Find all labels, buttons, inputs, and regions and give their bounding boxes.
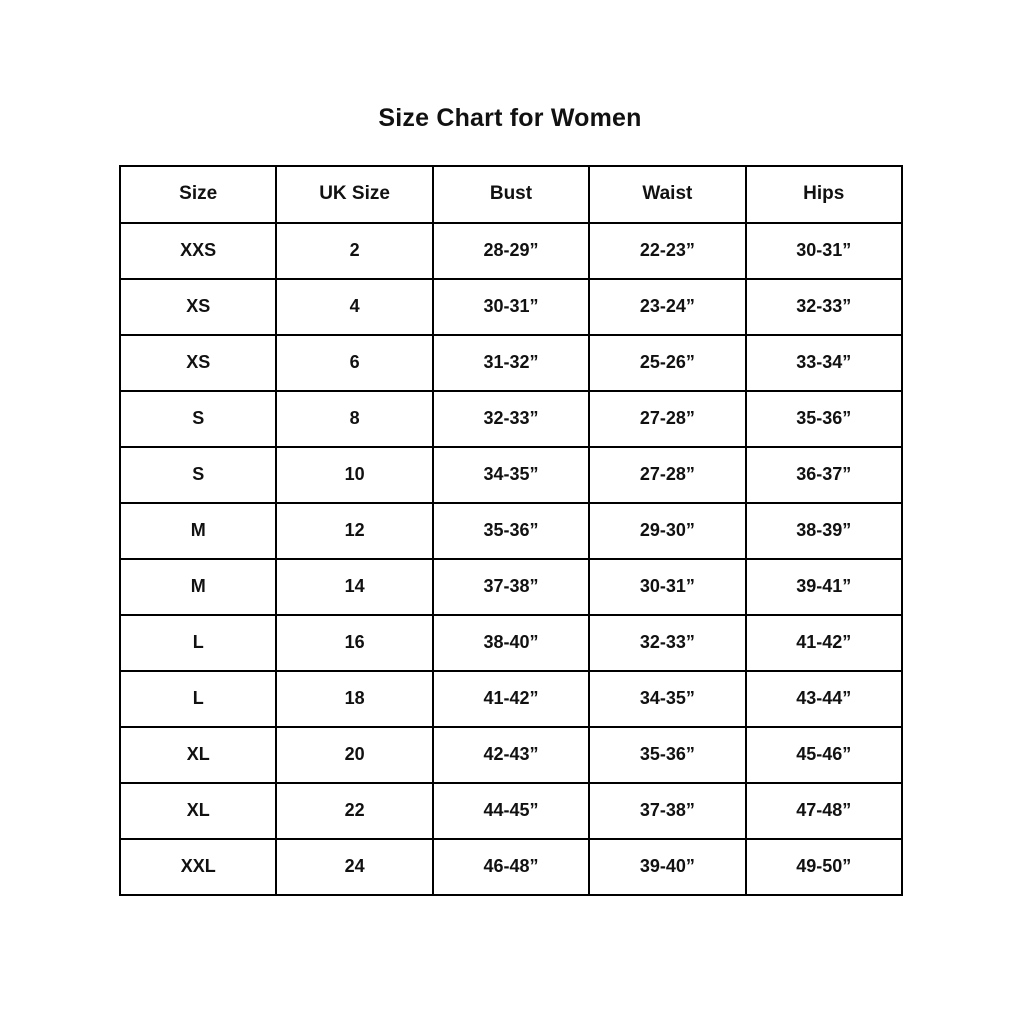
cell-bust: 35-36”	[431, 502, 591, 560]
cell-bust: 30-31”	[431, 278, 591, 336]
cell-size: S	[118, 446, 278, 504]
page-title: Size Chart for Women	[378, 104, 642, 132]
cell-size: S	[118, 390, 278, 448]
table-row: S 10 34-35” 27-28” 36-37”	[118, 446, 903, 504]
cell-uk-size: 18	[275, 670, 434, 728]
cell-waist: 22-23”	[588, 222, 747, 280]
cell-uk-size: 4	[275, 278, 434, 336]
cell-uk-size: 20	[275, 726, 434, 784]
cell-size: XXS	[118, 222, 278, 280]
table-row: XXL 24 46-48” 39-40” 49-50”	[118, 838, 903, 896]
cell-size: L	[118, 670, 278, 728]
table-row: XS 6 31-32” 25-26” 33-34”	[118, 334, 903, 392]
column-header-waist: Waist	[588, 165, 747, 224]
cell-uk-size: 2	[275, 222, 434, 280]
cell-bust: 46-48”	[431, 838, 591, 896]
cell-waist: 27-28”	[588, 446, 747, 504]
table-row: L 16 38-40” 32-33” 41-42”	[118, 614, 903, 672]
cell-waist: 29-30”	[588, 502, 747, 560]
column-header-size: Size	[118, 165, 278, 224]
cell-uk-size: 16	[275, 614, 434, 672]
cell-waist: 34-35”	[588, 670, 747, 728]
cell-hips: 39-41”	[744, 558, 903, 616]
cell-size: M	[118, 558, 278, 616]
cell-uk-size: 14	[275, 558, 434, 616]
cell-uk-size: 24	[275, 838, 434, 896]
table-row: XL 20 42-43” 35-36” 45-46”	[118, 726, 903, 784]
cell-uk-size: 22	[275, 782, 434, 840]
cell-hips: 41-42”	[744, 614, 903, 672]
table-header: Size UK Size Bust Waist Hips	[118, 165, 903, 224]
table-row: M 14 37-38” 30-31” 39-41”	[118, 558, 903, 616]
cell-size: XL	[118, 782, 278, 840]
cell-bust: 41-42”	[431, 670, 591, 728]
cell-bust: 31-32”	[431, 334, 591, 392]
cell-hips: 32-33”	[744, 278, 903, 336]
table-row: XXS 2 28-29” 22-23” 30-31”	[118, 222, 903, 280]
cell-uk-size: 10	[275, 446, 434, 504]
cell-uk-size: 12	[275, 502, 434, 560]
cell-size: L	[118, 614, 278, 672]
column-header-bust: Bust	[431, 165, 591, 224]
cell-size: XXL	[118, 838, 278, 896]
column-header-hips: Hips	[744, 165, 903, 224]
cell-waist: 25-26”	[588, 334, 747, 392]
column-header-uk-size: UK Size	[275, 165, 434, 224]
cell-hips: 35-36”	[744, 390, 903, 448]
cell-hips: 47-48”	[744, 782, 903, 840]
cell-waist: 30-31”	[588, 558, 747, 616]
cell-size: XS	[118, 278, 278, 336]
cell-waist: 37-38”	[588, 782, 747, 840]
cell-size: XL	[118, 726, 278, 784]
size-table-container: Size UK Size Bust Waist Hips XXS 2 28-29…	[118, 165, 903, 896]
cell-uk-size: 6	[275, 334, 434, 392]
cell-hips: 45-46”	[744, 726, 903, 784]
cell-size: XS	[118, 334, 278, 392]
cell-bust: 34-35”	[431, 446, 591, 504]
cell-bust: 44-45”	[431, 782, 591, 840]
cell-waist: 39-40”	[588, 838, 747, 896]
cell-hips: 30-31”	[744, 222, 903, 280]
cell-hips: 43-44”	[744, 670, 903, 728]
cell-bust: 32-33”	[431, 390, 591, 448]
table-header-row: Size UK Size Bust Waist Hips	[118, 165, 903, 224]
cell-waist: 32-33”	[588, 614, 747, 672]
cell-waist: 23-24”	[588, 278, 747, 336]
table-row: XS 4 30-31” 23-24” 32-33”	[118, 278, 903, 336]
cell-size: M	[118, 502, 278, 560]
cell-hips: 49-50”	[744, 838, 903, 896]
cell-hips: 33-34”	[744, 334, 903, 392]
cell-uk-size: 8	[275, 390, 434, 448]
cell-bust: 38-40”	[431, 614, 591, 672]
cell-waist: 27-28”	[588, 390, 747, 448]
cell-bust: 28-29”	[431, 222, 591, 280]
cell-hips: 38-39”	[744, 502, 903, 560]
cell-waist: 35-36”	[588, 726, 747, 784]
cell-bust: 42-43”	[431, 726, 591, 784]
table-body: XXS 2 28-29” 22-23” 30-31” XS 4 30-31” 2…	[118, 222, 903, 896]
cell-hips: 36-37”	[744, 446, 903, 504]
size-chart-table: Size UK Size Bust Waist Hips XXS 2 28-29…	[118, 165, 903, 896]
cell-bust: 37-38”	[431, 558, 591, 616]
table-row: M 12 35-36” 29-30” 38-39”	[118, 502, 903, 560]
table-row: L 18 41-42” 34-35” 43-44”	[118, 670, 903, 728]
table-row: XL 22 44-45” 37-38” 47-48”	[118, 782, 903, 840]
table-row: S 8 32-33” 27-28” 35-36”	[118, 390, 903, 448]
